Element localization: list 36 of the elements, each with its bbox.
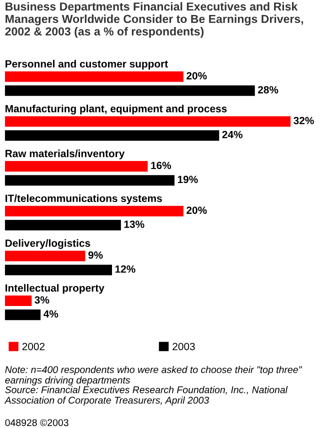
bar: [4, 250, 86, 262]
data-label: 12%: [115, 265, 136, 273]
y-tick-label: Personnel and customer support: [6, 60, 168, 70]
y-tick-label: IT/telecommunications systems: [6, 194, 162, 204]
y-tick-label: Intellectual property: [6, 284, 104, 294]
bar: [4, 71, 184, 82]
legend-label: 2003: [172, 342, 195, 350]
text: 048928 ©2003: [5, 419, 68, 426]
bar: [4, 264, 112, 276]
data-label: 24%: [222, 130, 242, 138]
y-tick-label: Delivery/logistics: [6, 239, 90, 249]
bar: [4, 161, 148, 172]
bar: [4, 85, 255, 96]
data-label: 16%: [151, 162, 172, 170]
legend-label: 2002: [22, 342, 45, 350]
source-note: Source: Financial Executives Research Foundation, Inc., National Association of Corporate Treasurers, April 2003: [4, 386, 288, 406]
data-label: 28%: [258, 86, 278, 94]
data-label: 4%: [44, 310, 58, 318]
data-label: 20%: [186, 72, 207, 80]
chart-title: Business Departments Financial Executives and Risk Managers Worldwide Consider to Be Earnings Drivers, 2002 & 2003 (as a % of respondents): [5, 2, 304, 38]
data-label: 9%: [88, 251, 103, 259]
y-tick-label: Raw materials/inventory: [6, 150, 125, 160]
bar: [4, 296, 32, 306]
bar: [4, 175, 174, 186]
y-tick-label: Manufacturing plant, equipment and process: [6, 104, 227, 114]
bar: [4, 116, 291, 127]
bar: [4, 310, 41, 320]
data-label: 3%: [34, 296, 50, 304]
data-label: 32%: [294, 116, 314, 124]
bar: [4, 220, 121, 230]
bar: [4, 130, 220, 141]
data-label: 13%: [124, 220, 144, 228]
text: Note: n=400 respondents who were asked to choose their "top three" earnings driving departments: [5, 366, 302, 386]
bar: [4, 206, 184, 216]
data-label: 20%: [186, 206, 207, 214]
data-label: 19%: [178, 176, 198, 184]
